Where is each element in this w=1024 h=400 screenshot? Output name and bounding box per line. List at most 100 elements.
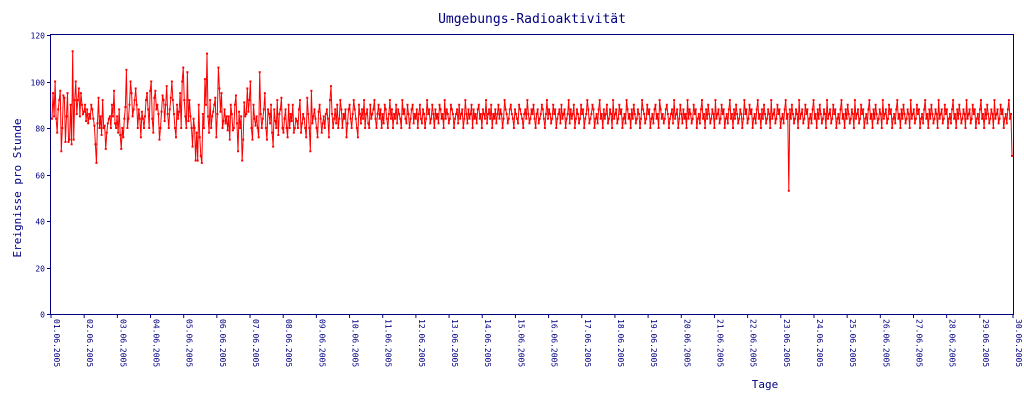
data-point: [636, 108, 639, 111]
data-point: [85, 120, 88, 123]
data-point: [632, 103, 635, 106]
x-tick-label: 14.06.2005: [483, 319, 492, 367]
data-point: [810, 122, 813, 125]
data-point: [130, 92, 133, 95]
data-point: [529, 117, 532, 120]
data-point: [649, 127, 652, 129]
data-point: [574, 117, 577, 120]
data-point: [369, 103, 372, 106]
data-point: [936, 127, 939, 129]
data-point: [902, 103, 905, 106]
data-point: [630, 108, 633, 111]
data-point: [135, 103, 138, 106]
data-point: [358, 113, 361, 116]
data-point: [762, 103, 765, 106]
data-point: [354, 117, 357, 120]
data-point: [124, 106, 127, 109]
data-point: [564, 127, 567, 129]
data-point: [352, 99, 355, 102]
y-tick-label: 60: [35, 172, 45, 181]
data-point: [535, 113, 538, 116]
data-point: [840, 99, 843, 102]
data-point: [847, 113, 850, 116]
data-point: [68, 138, 71, 141]
data-point: [980, 99, 982, 102]
data-point: [524, 108, 527, 111]
data-point: [232, 127, 235, 129]
data-point: [275, 127, 278, 129]
data-point: [715, 117, 718, 120]
data-point: [196, 159, 199, 162]
data-point: [713, 127, 716, 129]
data-point: [548, 108, 551, 111]
data-point: [362, 117, 365, 120]
data-point: [336, 103, 339, 106]
data-point: [563, 108, 566, 111]
data-point: [960, 122, 963, 125]
data-point: [355, 127, 358, 129]
data-point: [772, 113, 775, 116]
data-point: [513, 108, 516, 111]
data-point: [223, 108, 226, 111]
data-point: [868, 99, 871, 102]
data-point: [554, 108, 557, 111]
data-point: [308, 127, 311, 129]
data-point: [620, 108, 623, 111]
data-point: [779, 127, 782, 129]
data-point: [640, 117, 643, 120]
data-point: [541, 108, 544, 111]
data-point: [213, 103, 216, 106]
data-point: [487, 113, 490, 116]
data-point: [517, 122, 520, 125]
data-point: [367, 122, 370, 125]
data-point: [497, 103, 500, 106]
data-point: [222, 120, 225, 123]
data-point: [863, 127, 866, 129]
data-point: [671, 108, 674, 111]
data-point: [767, 108, 770, 111]
data-point: [276, 99, 279, 102]
data-point: [306, 96, 309, 99]
data-point: [442, 127, 445, 129]
x-tick-label: 10.06.2005: [351, 319, 360, 367]
data-point: [480, 127, 483, 129]
data-point: [700, 99, 703, 102]
data-point: [248, 99, 251, 102]
data-point: [1007, 99, 1010, 102]
data-point: [867, 108, 870, 111]
data-point: [659, 108, 662, 111]
data-point: [351, 113, 354, 116]
data-point: [954, 113, 957, 116]
data-point: [140, 110, 143, 113]
data-point: [282, 131, 285, 134]
data-point: [977, 122, 980, 125]
data-point: [645, 117, 648, 120]
data-point: [393, 113, 396, 116]
data-point: [613, 117, 616, 120]
data-point: [511, 117, 514, 120]
data-point: [446, 113, 449, 116]
data-point: [122, 136, 125, 139]
data-point: [815, 127, 818, 129]
data-point: [123, 117, 126, 120]
data-point: [172, 113, 175, 116]
data-point: [774, 122, 777, 125]
data-point: [239, 127, 242, 129]
data-point: [623, 113, 626, 116]
data-point: [587, 108, 590, 111]
data-point: [349, 117, 352, 120]
data-point: [71, 50, 74, 53]
data-point: [387, 113, 390, 116]
data-point: [384, 108, 387, 111]
data-point: [568, 122, 571, 125]
data-point: [200, 161, 203, 164]
data-point: [570, 117, 573, 120]
data-point: [413, 113, 416, 116]
data-point: [559, 122, 562, 125]
data-point: [609, 108, 612, 111]
data-point: [864, 117, 867, 120]
data-point: [911, 113, 914, 116]
data-point: [970, 117, 973, 120]
data-point: [191, 145, 194, 148]
data-point: [849, 117, 852, 120]
